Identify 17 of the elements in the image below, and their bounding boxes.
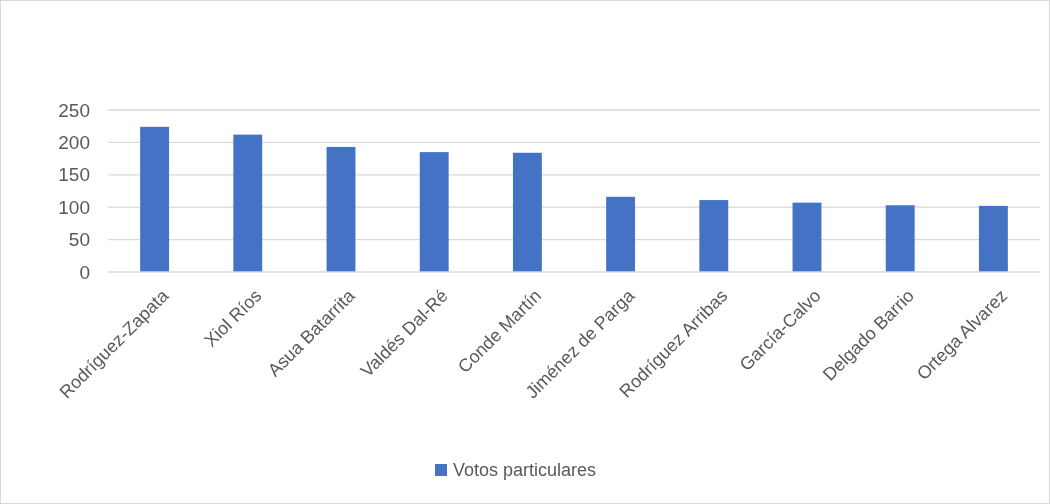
legend-label: Votos particulares — [453, 460, 597, 481]
y-tick-label: 150 — [58, 164, 90, 186]
bar — [326, 146, 356, 272]
bar — [512, 152, 542, 272]
bar — [140, 126, 170, 272]
y-tick-label: 250 — [58, 99, 90, 121]
bar — [419, 152, 449, 272]
bar — [978, 205, 1008, 272]
y-tick-label: 0 — [79, 261, 90, 283]
y-tick-label: 200 — [58, 132, 90, 154]
bar — [792, 202, 822, 272]
y-tick-label: 100 — [58, 196, 90, 218]
bar — [606, 196, 636, 272]
y-tick-label: 50 — [68, 229, 90, 251]
bar — [699, 200, 729, 272]
bar — [233, 134, 263, 272]
bar — [885, 205, 915, 272]
